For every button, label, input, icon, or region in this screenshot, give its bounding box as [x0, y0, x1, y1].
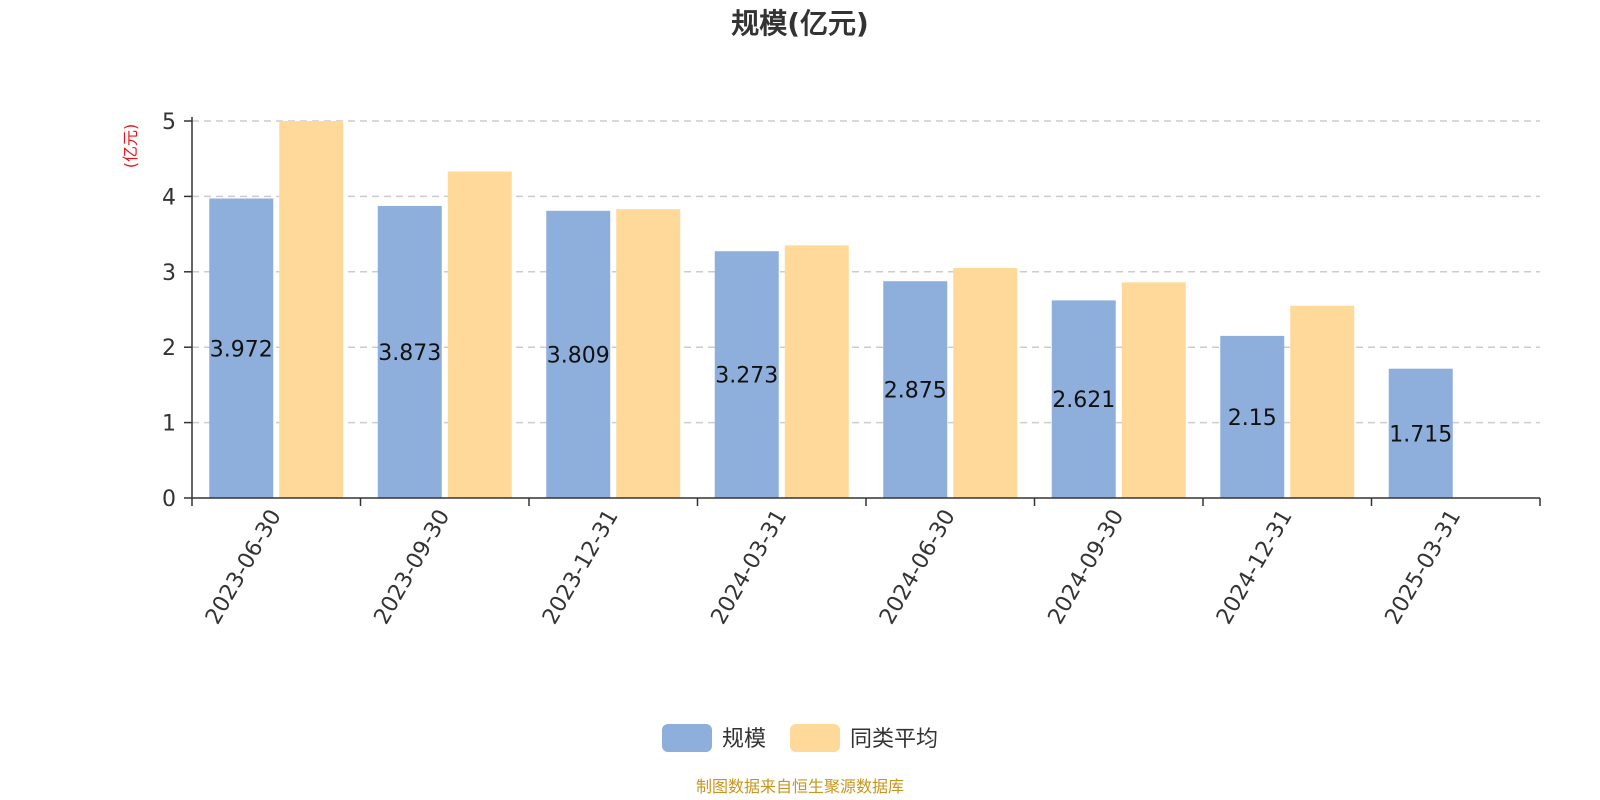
bar-series-2[interactable]	[447, 171, 512, 498]
bar-series-2[interactable]	[784, 245, 849, 498]
data-label: 2.621	[1052, 388, 1115, 413]
legend: 规模 同类平均	[662, 724, 938, 752]
legend-label-series-2[interactable]: 同类平均	[850, 727, 938, 752]
data-label: 3.809	[547, 343, 610, 368]
y-tick-label: 5	[162, 110, 176, 135]
data-label: 1.715	[1389, 422, 1452, 447]
bar-series-1[interactable]	[209, 198, 274, 498]
y-tick-label: 3	[162, 261, 176, 286]
bar-series-1[interactable]	[1220, 335, 1285, 498]
bar-series-2[interactable]	[1121, 282, 1186, 498]
y-axis-unit: (亿元)	[121, 124, 140, 169]
chart-title: 规模(亿元)	[731, 7, 869, 40]
y-tick-label: 0	[162, 487, 176, 512]
y-tick-label: 1	[162, 412, 176, 437]
x-tick-label: 2024-12-31	[1212, 506, 1298, 629]
x-tick-label: 2024-09-30	[1044, 506, 1130, 629]
y-tick-label: 2	[162, 336, 176, 361]
x-tick-label: 2024-03-31	[707, 506, 793, 629]
data-label: 3.273	[715, 364, 778, 389]
x-axis: 2023-06-30 2023-09-30 2023-12-31 2024-03-31…	[191, 497, 1541, 629]
bar-series-2[interactable]	[953, 268, 1018, 498]
grid-lines	[192, 120, 1540, 424]
bar-series-1[interactable]	[546, 210, 611, 499]
x-tick-label: 2023-12-31	[538, 506, 624, 629]
bar-series-1[interactable]	[1051, 300, 1116, 498]
bar-series-1[interactable]	[714, 251, 779, 498]
y-axis: 0 1 2 3 4 5	[162, 110, 193, 512]
data-label: 3.873	[378, 341, 441, 366]
y-tick-label: 4	[162, 185, 176, 210]
legend-swatch-series-1[interactable]	[662, 724, 712, 752]
x-tick-label: 2024-06-30	[875, 506, 961, 629]
data-label: 2.15	[1228, 406, 1277, 431]
bar-series-2[interactable]	[616, 209, 681, 498]
x-tick-label: 2023-09-30	[370, 506, 456, 629]
legend-swatch-series-2[interactable]	[790, 724, 840, 752]
legend-label-series-1[interactable]: 规模	[722, 727, 766, 752]
bar-series-2[interactable]	[1290, 305, 1355, 498]
source-note: 制图数据来自恒生聚源数据库	[696, 777, 904, 796]
x-tick-label: 2023-06-30	[201, 506, 287, 629]
x-tick-label: 2025-03-31	[1381, 506, 1467, 629]
bars	[209, 121, 1453, 499]
bar-series-1[interactable]	[377, 205, 442, 498]
data-label: 2.875	[884, 379, 947, 404]
data-labels: 3.972 3.873 3.809 3.273 2.875 2.621 2.15 1.715	[210, 337, 1452, 447]
bar-series-1[interactable]	[883, 281, 948, 498]
bar-series-2[interactable]	[279, 121, 344, 498]
data-label: 3.972	[210, 337, 273, 362]
bar-series-1[interactable]	[1388, 368, 1453, 498]
